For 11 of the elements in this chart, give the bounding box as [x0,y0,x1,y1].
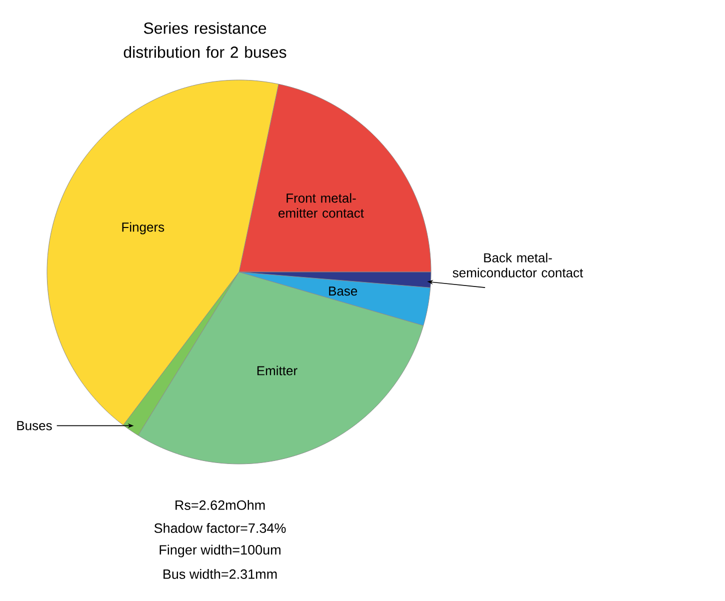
slice-label: Base [329,286,358,296]
text: Finger width=100um [160,544,280,558]
slice-label: Front metal-emitter contact [278,193,364,218]
text: Shadow factor=7.34% [154,523,286,533]
chart-title: Series resistance distribution for 2 buses [124,22,286,58]
text: Rs=2.62mOhm [176,500,265,510]
slice-label: Back metal-semiconductor contact [452,252,584,278]
slice-label: Emitter [257,366,298,376]
slice-label: Buses [17,421,52,430]
slice-label: Fingers [122,222,164,234]
text: Bus width=2.31mm [164,569,277,579]
